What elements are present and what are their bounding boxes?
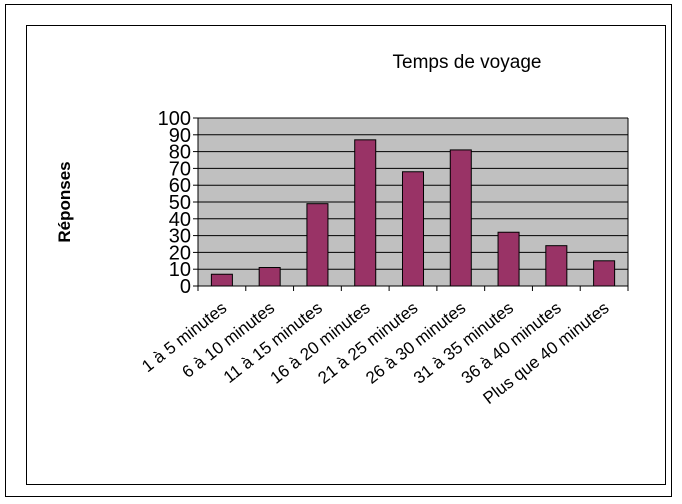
y-tick-label: 80 <box>169 142 191 164</box>
bar <box>258 267 281 287</box>
bar <box>497 231 520 287</box>
axes <box>193 117 629 291</box>
y-tick-label: 20 <box>169 242 191 264</box>
bar <box>354 139 377 287</box>
y-tick-label: 100 <box>158 108 191 130</box>
y-tick-label: 90 <box>169 125 191 147</box>
y-axis-label: Réponses <box>55 161 74 242</box>
y-tick-label: 0 <box>180 276 191 298</box>
y-tick-label: 30 <box>169 226 191 248</box>
bars <box>210 139 616 287</box>
bar <box>306 203 329 287</box>
y-tick-label: 40 <box>169 209 191 231</box>
bar <box>401 171 425 287</box>
bar <box>545 245 568 287</box>
y-tick-label: 10 <box>169 259 191 281</box>
bar <box>210 273 233 287</box>
bar <box>449 149 472 287</box>
y-tick-label: 50 <box>169 192 191 214</box>
chart-title: Temps de voyage <box>393 52 542 73</box>
bar <box>593 260 616 287</box>
y-tick-label: 60 <box>169 175 191 197</box>
y-tick-label: 70 <box>169 158 191 180</box>
